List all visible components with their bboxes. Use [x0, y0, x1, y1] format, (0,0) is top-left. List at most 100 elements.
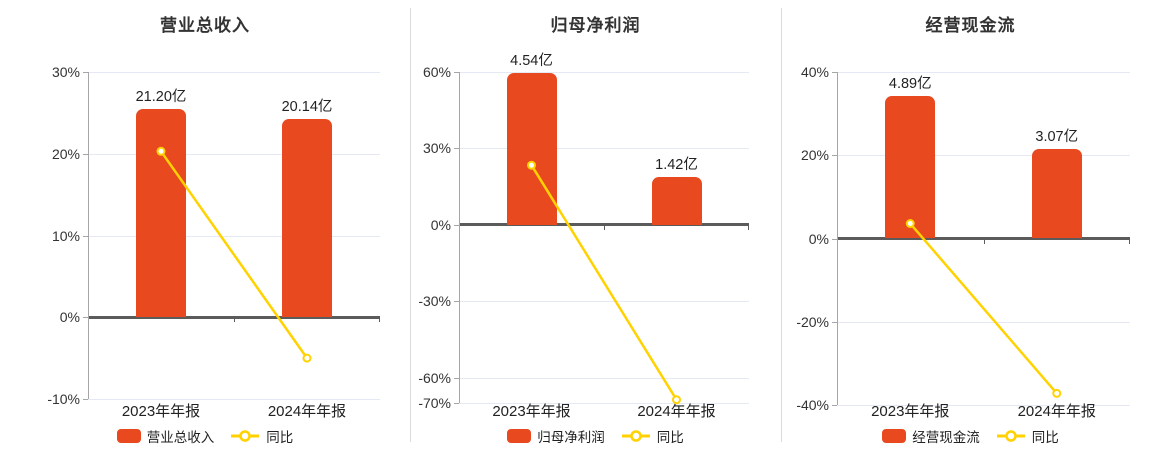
bar-2024[interactable] — [282, 119, 332, 318]
bar-value-label: 21.20亿 — [135, 88, 187, 105]
x-axis-label: 2024年年报 — [637, 403, 716, 420]
y-tick-mark — [83, 317, 88, 319]
bar-value-label: 4.54亿 — [510, 53, 553, 70]
chart-legend: 营业总收入 同比 — [0, 426, 410, 446]
y-tick-mark — [83, 153, 88, 155]
chart-panel-revenue: 营业总收入 30% 20% 10% 0% -10% 21.20亿 20.14亿 2023年年报… — [0, 0, 410, 450]
line-series-label: 同比 — [266, 430, 294, 445]
bar-series-swatch — [116, 429, 141, 443]
line-series-marker-icon — [621, 430, 650, 442]
chart-panel-net-profit: 归母净利润 60% 30% 0% -30% -60% -70% 4.54亿 1.42亿 2023… — [410, 0, 781, 450]
y-tick-label: 0% — [808, 230, 829, 247]
legend-item-bar[interactable]: 归母净利润 — [507, 426, 605, 446]
y-tick-mark — [83, 235, 88, 237]
gridline — [88, 399, 380, 400]
y-tick-mark — [454, 301, 459, 303]
y-tick-mark — [454, 148, 459, 150]
y-tick-label: 30% — [422, 140, 451, 157]
y-tick-label: 10% — [51, 227, 80, 244]
gridline — [459, 301, 749, 303]
bar-series-label: 营业总收入 — [146, 430, 215, 445]
y-tick-mark — [83, 72, 88, 73]
y-tick-label: 40% — [800, 64, 829, 80]
y-tick-mark — [454, 403, 459, 404]
bar-2023[interactable] — [506, 73, 557, 225]
gridline — [459, 403, 749, 404]
line-series-label: 同比 — [1031, 430, 1059, 445]
x-axis-label: 2023年年报 — [121, 403, 201, 420]
y-tick-label: -10% — [47, 391, 80, 407]
x-axis-label: 2024年年报 — [1017, 403, 1096, 420]
gridline — [459, 72, 749, 73]
x-tick-mark — [379, 317, 380, 323]
y-tick-label: 30% — [51, 64, 80, 80]
bar-series-label: 经营现金流 — [912, 430, 980, 445]
gridline — [88, 235, 380, 237]
bar-value-label: 1.42亿 — [655, 157, 698, 174]
legend-item-line[interactable]: 同比 — [621, 426, 684, 446]
y-tick-mark — [832, 72, 837, 73]
gridline — [88, 72, 380, 73]
y-tick-mark — [454, 224, 459, 226]
gridline — [459, 377, 749, 379]
gridline — [88, 153, 380, 155]
chart-canvas: 60% 30% 0% -30% -60% -70% 4.54亿 1.42亿 2023年年报 202… — [410, 0, 781, 450]
y-tick-label: 0% — [59, 309, 80, 326]
bar-2023[interactable] — [885, 96, 936, 239]
chart-title: 经营现金流 — [925, 16, 1016, 35]
x-tick-mark — [748, 224, 749, 230]
chart-title: 营业总收入 — [160, 16, 250, 35]
y-tick-mark — [454, 72, 459, 73]
legend-item-bar[interactable]: 营业总收入 — [116, 426, 215, 446]
bar-value-label: 20.14亿 — [281, 99, 333, 116]
y-tick-label: -70% — [418, 395, 451, 411]
y-tick-label: 20% — [800, 147, 829, 164]
yoy-line-point[interactable] — [1052, 388, 1062, 398]
legend-item-bar[interactable]: 经营现金流 — [882, 426, 980, 446]
bar-value-label: 3.07亿 — [1035, 129, 1079, 145]
y-tick-label: 60% — [422, 64, 451, 80]
y-tick-label: 0% — [430, 216, 451, 233]
y-tick-label: -30% — [418, 293, 451, 310]
y-axis-line — [459, 72, 460, 403]
y-axis-line — [837, 72, 838, 405]
x-axis-label: 2023年年报 — [871, 403, 950, 420]
x-tick-mark — [983, 238, 985, 244]
chart-canvas: 40% 20% 0% -20% -40% 4.89亿 3.07亿 2023年年报 2024年年报 — [781, 0, 1160, 450]
y-tick-mark — [83, 399, 88, 400]
chart-legend: 经营现金流 同比 — [781, 426, 1160, 446]
y-tick-mark — [832, 405, 837, 406]
yoy-line-point[interactable] — [302, 353, 312, 363]
panel-divider — [410, 8, 411, 442]
gridline — [837, 155, 1130, 157]
bar-value-label: 4.89亿 — [888, 76, 932, 93]
line-series-marker-icon — [231, 430, 260, 442]
x-axis-label: 2023年年报 — [492, 403, 571, 420]
y-tick-mark — [832, 321, 837, 323]
gridline — [837, 72, 1130, 73]
x-tick-mark — [1129, 238, 1130, 244]
bar-2024[interactable] — [651, 177, 702, 225]
line-series-label: 同比 — [656, 430, 684, 445]
x-tick-mark — [604, 224, 605, 230]
bar-series-swatch — [882, 429, 907, 443]
y-tick-label: -40% — [796, 397, 829, 413]
x-tick-mark — [234, 317, 235, 323]
chart-panel-cash-flow: 经营现金流 40% 20% 0% -20% -40% 4.89亿 3.07亿 2023年年报 2… — [781, 0, 1160, 450]
chart-canvas: 30% 20% 10% 0% -10% 21.20亿 20.14亿 2023年年报 2024年年… — [0, 0, 410, 450]
gridline — [459, 148, 749, 150]
legend-item-line[interactable]: 同比 — [996, 426, 1059, 446]
chart-legend: 归母净利润 同比 — [410, 426, 781, 446]
gridline — [837, 405, 1130, 406]
y-tick-label: -60% — [418, 369, 451, 386]
yoy-line — [909, 222, 1058, 395]
y-tick-mark — [454, 377, 459, 379]
panel-divider — [781, 8, 782, 442]
bar-2023[interactable] — [136, 108, 186, 318]
bar-2024[interactable] — [1031, 149, 1082, 239]
line-series-marker-icon — [996, 430, 1025, 442]
y-tick-label: 20% — [51, 145, 80, 162]
bar-series-swatch — [507, 429, 532, 443]
legend-item-line[interactable]: 同比 — [230, 426, 293, 446]
